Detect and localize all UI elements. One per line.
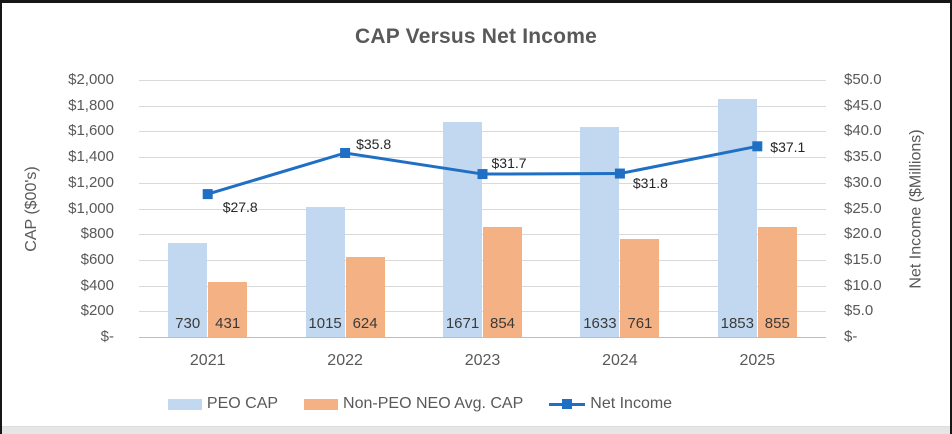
y-axis-tick-left: $- bbox=[100, 328, 114, 345]
peo-cap-bar bbox=[168, 243, 208, 337]
x-axis-tick: 2024 bbox=[602, 352, 638, 369]
chart-title: CAP Versus Net Income bbox=[355, 25, 597, 48]
line-marker-icon bbox=[340, 147, 351, 158]
y-axis-tick-right: $- bbox=[844, 328, 858, 345]
line-marker-icon bbox=[477, 169, 488, 180]
net-income-point-label: $35.8 bbox=[356, 135, 392, 152]
net-income-point-label: $31.7 bbox=[491, 155, 527, 172]
peo-cap-bar bbox=[580, 127, 620, 337]
non-peo-cap-bar bbox=[620, 239, 660, 337]
non-peo-cap-swatch-icon bbox=[304, 398, 339, 410]
y-axis-tick-right: $25.0 bbox=[844, 199, 882, 217]
gridline bbox=[139, 259, 826, 261]
bar-value-label: 1015 bbox=[308, 315, 342, 332]
non-peo-cap-bar bbox=[757, 227, 797, 337]
y-axis-tick-left: $400 bbox=[80, 276, 114, 294]
y-axis-tick-left: $1,000 bbox=[68, 199, 114, 217]
y-axis-tick-right: $15.0 bbox=[844, 250, 882, 268]
bar-value-label: 624 bbox=[352, 315, 378, 332]
y-axis-tick-left: $600 bbox=[80, 250, 114, 268]
gridline bbox=[139, 208, 826, 210]
y-axis-tick-right: $45.0 bbox=[844, 96, 882, 114]
gridline bbox=[139, 157, 826, 159]
y-axis-tick-right: $5.0 bbox=[844, 302, 874, 320]
x-axis-tick: 2023 bbox=[464, 352, 501, 369]
y-axis-tick-right: $40.0 bbox=[844, 122, 882, 140]
y-axis-tick-left: $1,800 bbox=[68, 96, 114, 114]
y-axis-tick-left: $800 bbox=[80, 225, 114, 243]
y-axis-tick-right: $30.0 bbox=[844, 173, 882, 191]
line-marker-icon bbox=[614, 168, 625, 179]
peo-cap-bar bbox=[717, 98, 757, 337]
legend-label: Non-PEO NEO Avg. CAP bbox=[343, 395, 524, 412]
gridline bbox=[139, 234, 826, 236]
peo-cap-swatch-icon bbox=[167, 398, 202, 410]
y-axis-tick-left: $1,400 bbox=[68, 148, 114, 166]
x-axis-tick: 2021 bbox=[189, 352, 226, 369]
y-axis-tick-right: $20.0 bbox=[844, 225, 882, 243]
legend-item-peo-cap: PEO CAP bbox=[167, 395, 279, 413]
legend: PEO CAP Non-PEO NEO Avg. CAP Net Income bbox=[2, 393, 838, 415]
net-income-point-label: $31.8 bbox=[632, 174, 668, 191]
y-axis-tick-left: $200 bbox=[80, 302, 114, 320]
bar-value-label: 431 bbox=[215, 315, 241, 332]
gridline bbox=[139, 285, 826, 287]
non-peo-cap-bar bbox=[483, 227, 522, 337]
net-income-point-label: $27.8 bbox=[222, 199, 258, 216]
y-axis-tick-right: $10.0 bbox=[844, 276, 882, 294]
legend-label: Net Income bbox=[590, 395, 673, 412]
y-axis-tick-left: $2,000 bbox=[68, 71, 114, 88]
gridline bbox=[139, 105, 826, 107]
legend-item-non-peo-cap: Non-PEO NEO Avg. CAP bbox=[304, 395, 523, 413]
non-peo-cap-bar bbox=[208, 281, 248, 337]
bar-value-label: 855 bbox=[764, 315, 790, 332]
line-marker-icon bbox=[202, 189, 213, 200]
x-axis-tick: 2025 bbox=[739, 352, 776, 369]
bar-value-label: 761 bbox=[627, 315, 653, 332]
legend-label: PEO CAP bbox=[206, 395, 279, 412]
y-axis-tick-right: $35.0 bbox=[844, 148, 882, 166]
bar-value-label: 1633 bbox=[583, 315, 617, 332]
legend-item-net-income: Net Income bbox=[549, 395, 672, 413]
bar-value-label: 854 bbox=[489, 315, 516, 332]
gridline bbox=[139, 337, 826, 338]
bar-value-label: 1853 bbox=[720, 315, 754, 332]
gridline bbox=[139, 80, 826, 81]
gridline bbox=[139, 182, 826, 184]
net-income-line-icon bbox=[549, 398, 586, 410]
line-marker-icon bbox=[752, 141, 763, 152]
y-axis-tick-left: $1,600 bbox=[68, 122, 114, 140]
y-axis-tick-left: $1,200 bbox=[68, 173, 114, 191]
gridline bbox=[139, 311, 826, 313]
net-income-point-label: $37.1 bbox=[770, 139, 806, 156]
bar-value-label: 1671 bbox=[445, 315, 480, 332]
peo-cap-bar bbox=[443, 122, 482, 337]
bar-value-label: 730 bbox=[175, 315, 201, 332]
bottom-edge-strip bbox=[2, 426, 950, 434]
gridline bbox=[139, 131, 826, 133]
y-axis-tick-right: $50.0 bbox=[844, 71, 882, 88]
non-peo-cap-bar bbox=[345, 256, 385, 337]
net-income-line bbox=[202, 141, 763, 200]
peo-cap-bar bbox=[305, 206, 345, 337]
x-axis-tick: 2022 bbox=[327, 352, 363, 369]
